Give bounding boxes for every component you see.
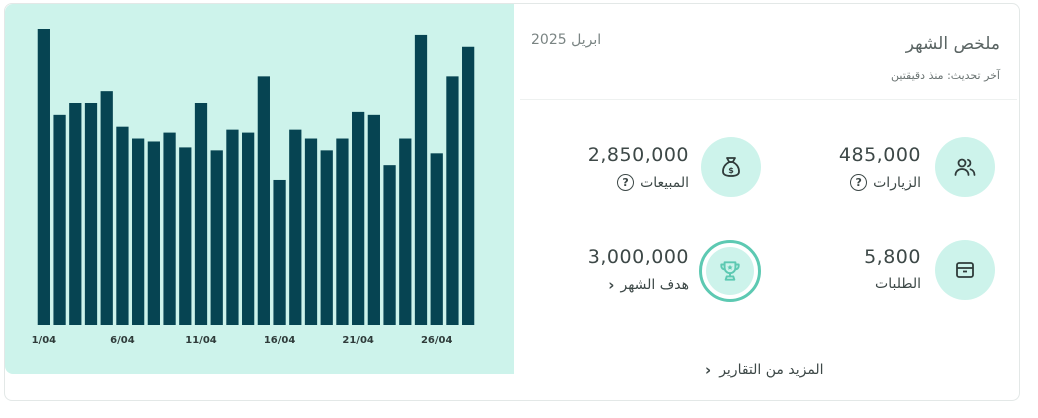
- sales-label-text: المبيعات: [640, 174, 689, 191]
- visits-label: الزيارات ?: [850, 174, 921, 191]
- bar-23-04[interactable]: [383, 165, 396, 325]
- visits-value: 485,000: [838, 144, 921, 166]
- chevron-left-icon: ‹: [608, 276, 615, 294]
- x-tick-label: 16/04: [264, 335, 296, 346]
- trophy-icon-background: [706, 247, 754, 295]
- x-tick-label: 26/04: [421, 335, 453, 346]
- bar-9-04[interactable]: [163, 132, 176, 325]
- chevron-left-icon: ‹: [705, 361, 712, 379]
- x-tick-label: 6/04: [110, 335, 135, 346]
- sales-label: المبيعات ?: [617, 174, 689, 191]
- bar-14-04[interactable]: [242, 132, 255, 325]
- monthly-summary-card: 1/04 6/04 11/04 16/04 21/04 26/04 ملخص الشهر …: [4, 3, 1020, 401]
- bar-22-04[interactable]: [367, 114, 380, 325]
- box-icon: [935, 240, 995, 300]
- bar-19-04[interactable]: [320, 150, 333, 325]
- bar-25-04[interactable]: [414, 34, 428, 326]
- bar-4-04[interactable]: [84, 103, 98, 325]
- daily-bar-chart: 1/04 6/04 11/04 16/04 21/04 26/04: [32, 29, 475, 346]
- bar-1-04[interactable]: [37, 29, 50, 325]
- x-tick-label: 1/04: [32, 335, 57, 346]
- bar-12-04[interactable]: [210, 150, 223, 325]
- orders-label: الطلبات: [875, 276, 921, 292]
- goal-value: 3,000,000: [587, 246, 689, 268]
- bar-27-04[interactable]: [446, 76, 459, 325]
- trophy-icon: [699, 240, 761, 302]
- bar-13-04[interactable]: [226, 129, 239, 325]
- bar-17-04[interactable]: [289, 129, 302, 325]
- bar-11-04[interactable]: [194, 103, 208, 325]
- bar-3-04[interactable]: [69, 103, 82, 325]
- bar-15-04[interactable]: [257, 76, 270, 325]
- visits-label-text: الزيارات: [873, 174, 921, 191]
- bar-16-04[interactable]: [273, 179, 286, 325]
- money-bag-icon: $: [701, 137, 761, 197]
- bar-8-04[interactable]: [147, 141, 160, 325]
- last-updated-text: آخر تحديث: منذ دقيقتين: [891, 69, 1000, 82]
- bar-18-04[interactable]: [304, 138, 318, 325]
- more-reports-label: المزيد من التقارير: [719, 362, 824, 378]
- daily-chart-panel: 1/04 6/04 11/04 16/04 21/04 26/04: [5, 4, 514, 374]
- goal-label-text: هدف الشهر: [620, 277, 689, 293]
- more-reports-link[interactable]: المزيد من التقارير ‹: [705, 361, 824, 379]
- header-divider: [520, 99, 1017, 100]
- period-label: ابريل 2025: [531, 32, 602, 48]
- bar-10-04[interactable]: [179, 147, 192, 325]
- users-icon: [935, 137, 995, 197]
- x-tick-label: 21/04: [342, 335, 374, 346]
- card-title: ملخص الشهر: [905, 34, 1000, 54]
- bar-20-04[interactable]: [336, 138, 349, 325]
- orders-value: 5,800: [864, 246, 921, 268]
- sales-help-icon[interactable]: ?: [617, 174, 635, 191]
- bar-28-04[interactable]: [462, 46, 475, 325]
- bar-24-04[interactable]: [399, 138, 412, 325]
- bar-2-04[interactable]: [53, 114, 66, 325]
- bar-26-04[interactable]: [430, 153, 443, 325]
- x-tick-label: 11/04: [185, 335, 217, 346]
- bar-5-04[interactable]: [100, 91, 113, 325]
- goal-link[interactable]: هدف الشهر ‹: [608, 276, 689, 294]
- bar-21-04[interactable]: [352, 111, 365, 325]
- bar-6-04[interactable]: [116, 126, 129, 326]
- svg-text:$: $: [728, 166, 734, 175]
- sales-value: 2,850,000: [587, 144, 689, 166]
- bar-7-04[interactable]: [132, 138, 145, 325]
- visits-help-icon[interactable]: ?: [850, 174, 868, 191]
